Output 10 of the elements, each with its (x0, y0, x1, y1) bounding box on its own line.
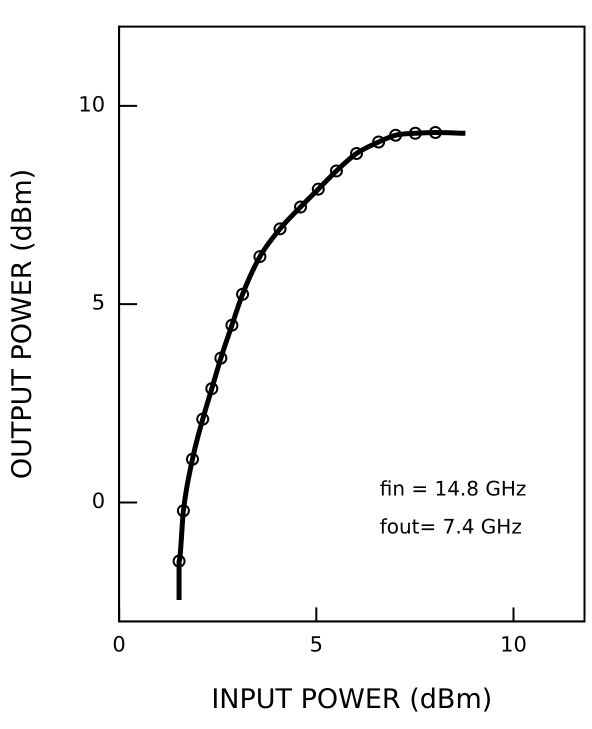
y-tick-label: 10 (78, 92, 106, 116)
x-tick-label: 5 (310, 632, 324, 656)
x-tick-label: 0 (112, 632, 126, 656)
y-axis-title: OUTPUT POWER (dBm) (7, 168, 38, 480)
x-axis-title: INPUT POWER (dBm) (211, 684, 492, 715)
x-tick-label: 10 (500, 632, 527, 656)
y-tick-label: 0 (92, 488, 106, 513)
y-tick-label: 5 (92, 290, 106, 315)
annotation: fout= 7.4 GHz (380, 514, 522, 539)
annotation: fin = 14.8 GHz (380, 476, 526, 501)
